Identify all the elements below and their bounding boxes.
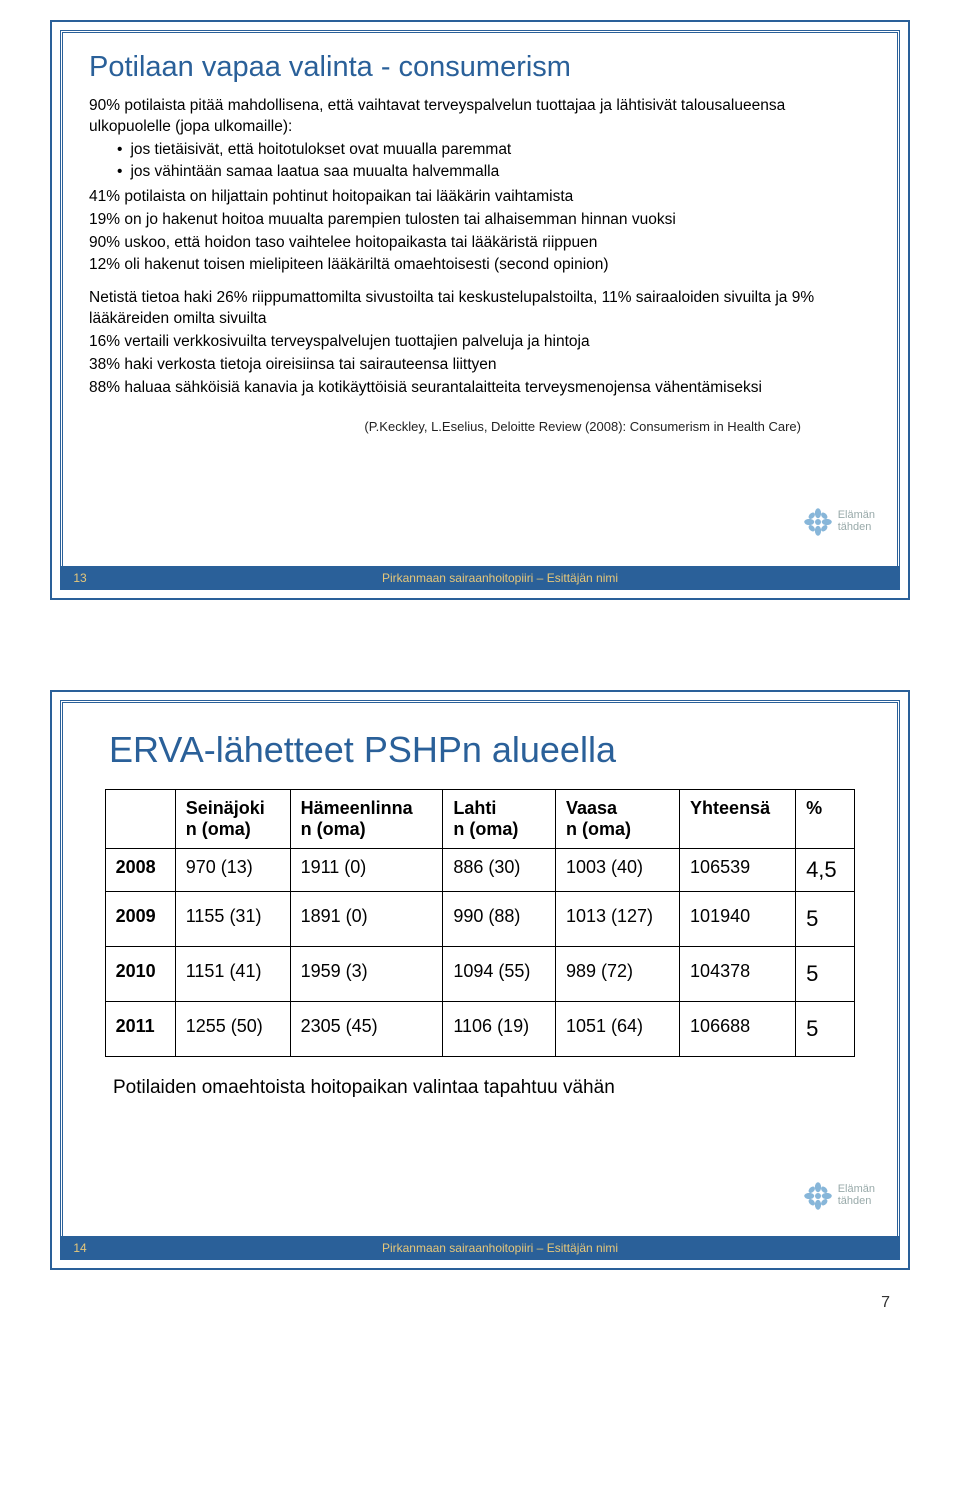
col-year <box>105 790 175 849</box>
table-row: 20111255 (50)2305 (45)1106 (19)1051 (64)… <box>105 1002 855 1057</box>
table-cell: 2305 (45) <box>290 1002 443 1057</box>
slide1-p9: 88% haluaa sähköisiä kanavia ja kotikäyt… <box>89 378 871 399</box>
table-cell: 5 <box>796 947 855 1002</box>
slide1-p8: 38% haki verkosta tietoja oireisiinsa ta… <box>89 355 871 376</box>
table-cell: 5 <box>796 1002 855 1057</box>
slide1-number: 13 <box>60 571 100 585</box>
table-cell: 1094 (55) <box>443 947 556 1002</box>
slide1-p5: 12% oli hakenut toisen mielipiteen lääkä… <box>89 255 871 276</box>
table-cell: 5 <box>796 892 855 947</box>
logo-line2: tähden <box>838 1196 875 1208</box>
slide1-bullet-2: jos vähintään samaa laatua saa muualta h… <box>117 162 871 183</box>
table-cell: 4,5 <box>796 849 855 892</box>
table-body: 2008970 (13)1911 (0)886 (30)1003 (40)106… <box>105 849 855 1057</box>
table-cell: 970 (13) <box>175 849 290 892</box>
table-cell: 2009 <box>105 892 175 947</box>
col-seinajoki: Seinäjokin (oma) <box>175 790 290 849</box>
flower-icon <box>803 507 833 537</box>
table-cell: 101940 <box>680 892 796 947</box>
slide1-p4: 90% uskoo, että hoidon taso vaihtelee ho… <box>89 233 871 254</box>
table-cell: 1155 (31) <box>175 892 290 947</box>
slide2-number: 14 <box>60 1241 100 1255</box>
table-cell: 886 (30) <box>443 849 556 892</box>
table-cell: 989 (72) <box>555 947 679 1002</box>
table-cell: 1891 (0) <box>290 892 443 947</box>
table-cell: 1911 (0) <box>290 849 443 892</box>
page-number: 7 <box>50 1290 910 1312</box>
slide1-title: Potilaan vapaa valinta - consumerism <box>89 51 871 84</box>
table-cell: 1151 (41) <box>175 947 290 1002</box>
table-row: 20091155 (31)1891 (0)990 (88)1013 (127)1… <box>105 892 855 947</box>
table-cell: 990 (88) <box>443 892 556 947</box>
slide1-footer-text: Pirkanmaan sairaanhoitopiiri – Esittäjän… <box>100 571 900 585</box>
table-cell: 1013 (127) <box>555 892 679 947</box>
slide2-title: ERVA-lähetteet PSHPn alueella <box>109 729 871 771</box>
slide1-logo-text: Elämän tähden <box>838 510 875 533</box>
slide-2: ERVA-lähetteet PSHPn alueella Seinäjokin… <box>50 690 910 1270</box>
table-cell: 2011 <box>105 1002 175 1057</box>
slide1-footer: 13 Pirkanmaan sairaanhoitopiiri – Esittä… <box>60 566 900 590</box>
slide1-p3: 19% on jo hakenut hoitoa muualta parempi… <box>89 210 871 231</box>
table-cell: 1003 (40) <box>555 849 679 892</box>
col-percent: % <box>796 790 855 849</box>
slide1-logo: Elämän tähden <box>803 507 875 537</box>
table-cell: 2008 <box>105 849 175 892</box>
col-hameenlinna: Hämeenlinnan (oma) <box>290 790 443 849</box>
flower-icon <box>803 1181 833 1211</box>
table-cell: 1959 (3) <box>290 947 443 1002</box>
table-cell: 106688 <box>680 1002 796 1057</box>
slide-1: Potilaan vapaa valinta - consumerism 90%… <box>50 20 910 600</box>
slide1-body: 90% potilaista pitää mahdollisena, että … <box>89 96 871 399</box>
slide1-citation: (P.Keckley, L.Eselius, Deloitte Review (… <box>89 419 871 434</box>
col-vaasa: Vaasan (oma) <box>555 790 679 849</box>
slide1-p1: 90% potilaista pitää mahdollisena, että … <box>89 96 871 138</box>
table-cell: 104378 <box>680 947 796 1002</box>
table-cell: 106539 <box>680 849 796 892</box>
slide1-bullet-1: jos tietäisivät, että hoitotulokset ovat… <box>117 140 871 161</box>
table-cell: 1255 (50) <box>175 1002 290 1057</box>
slide2-logo-text: Elämän tähden <box>838 1184 875 1207</box>
slide2-logo: Elämän tähden <box>803 1181 875 1211</box>
slide1-p7: 16% vertaili verkkosivuilta terveyspalve… <box>89 332 871 353</box>
erva-table: Seinäjokin (oma) Hämeenlinnan (oma) Laht… <box>105 789 856 1057</box>
table-cell: 2010 <box>105 947 175 1002</box>
slide2-note: Potilaiden omaehtoista hoitopaikan valin… <box>113 1077 871 1099</box>
table-cell: 1106 (19) <box>443 1002 556 1057</box>
col-lahti: Lahtin (oma) <box>443 790 556 849</box>
table-cell: 1051 (64) <box>555 1002 679 1057</box>
table-row: 2008970 (13)1911 (0)886 (30)1003 (40)106… <box>105 849 855 892</box>
table-header-row: Seinäjokin (oma) Hämeenlinnan (oma) Laht… <box>105 790 855 849</box>
table-row: 20101151 (41)1959 (3)1094 (55)989 (72)10… <box>105 947 855 1002</box>
col-yhteensa: Yhteensä <box>680 790 796 849</box>
logo-line2: tähden <box>838 522 875 534</box>
slide1-bullets: jos tietäisivät, että hoitotulokset ovat… <box>117 140 871 183</box>
slide1-p6: Netistä tietoa haki 26% riippumattomilta… <box>89 288 871 330</box>
slide1-p2: 41% potilaista on hiljattain pohtinut ho… <box>89 187 871 208</box>
slide2-footer-text: Pirkanmaan sairaanhoitopiiri – Esittäjän… <box>100 1241 900 1255</box>
slide2-footer: 14 Pirkanmaan sairaanhoitopiiri – Esittä… <box>60 1236 900 1260</box>
